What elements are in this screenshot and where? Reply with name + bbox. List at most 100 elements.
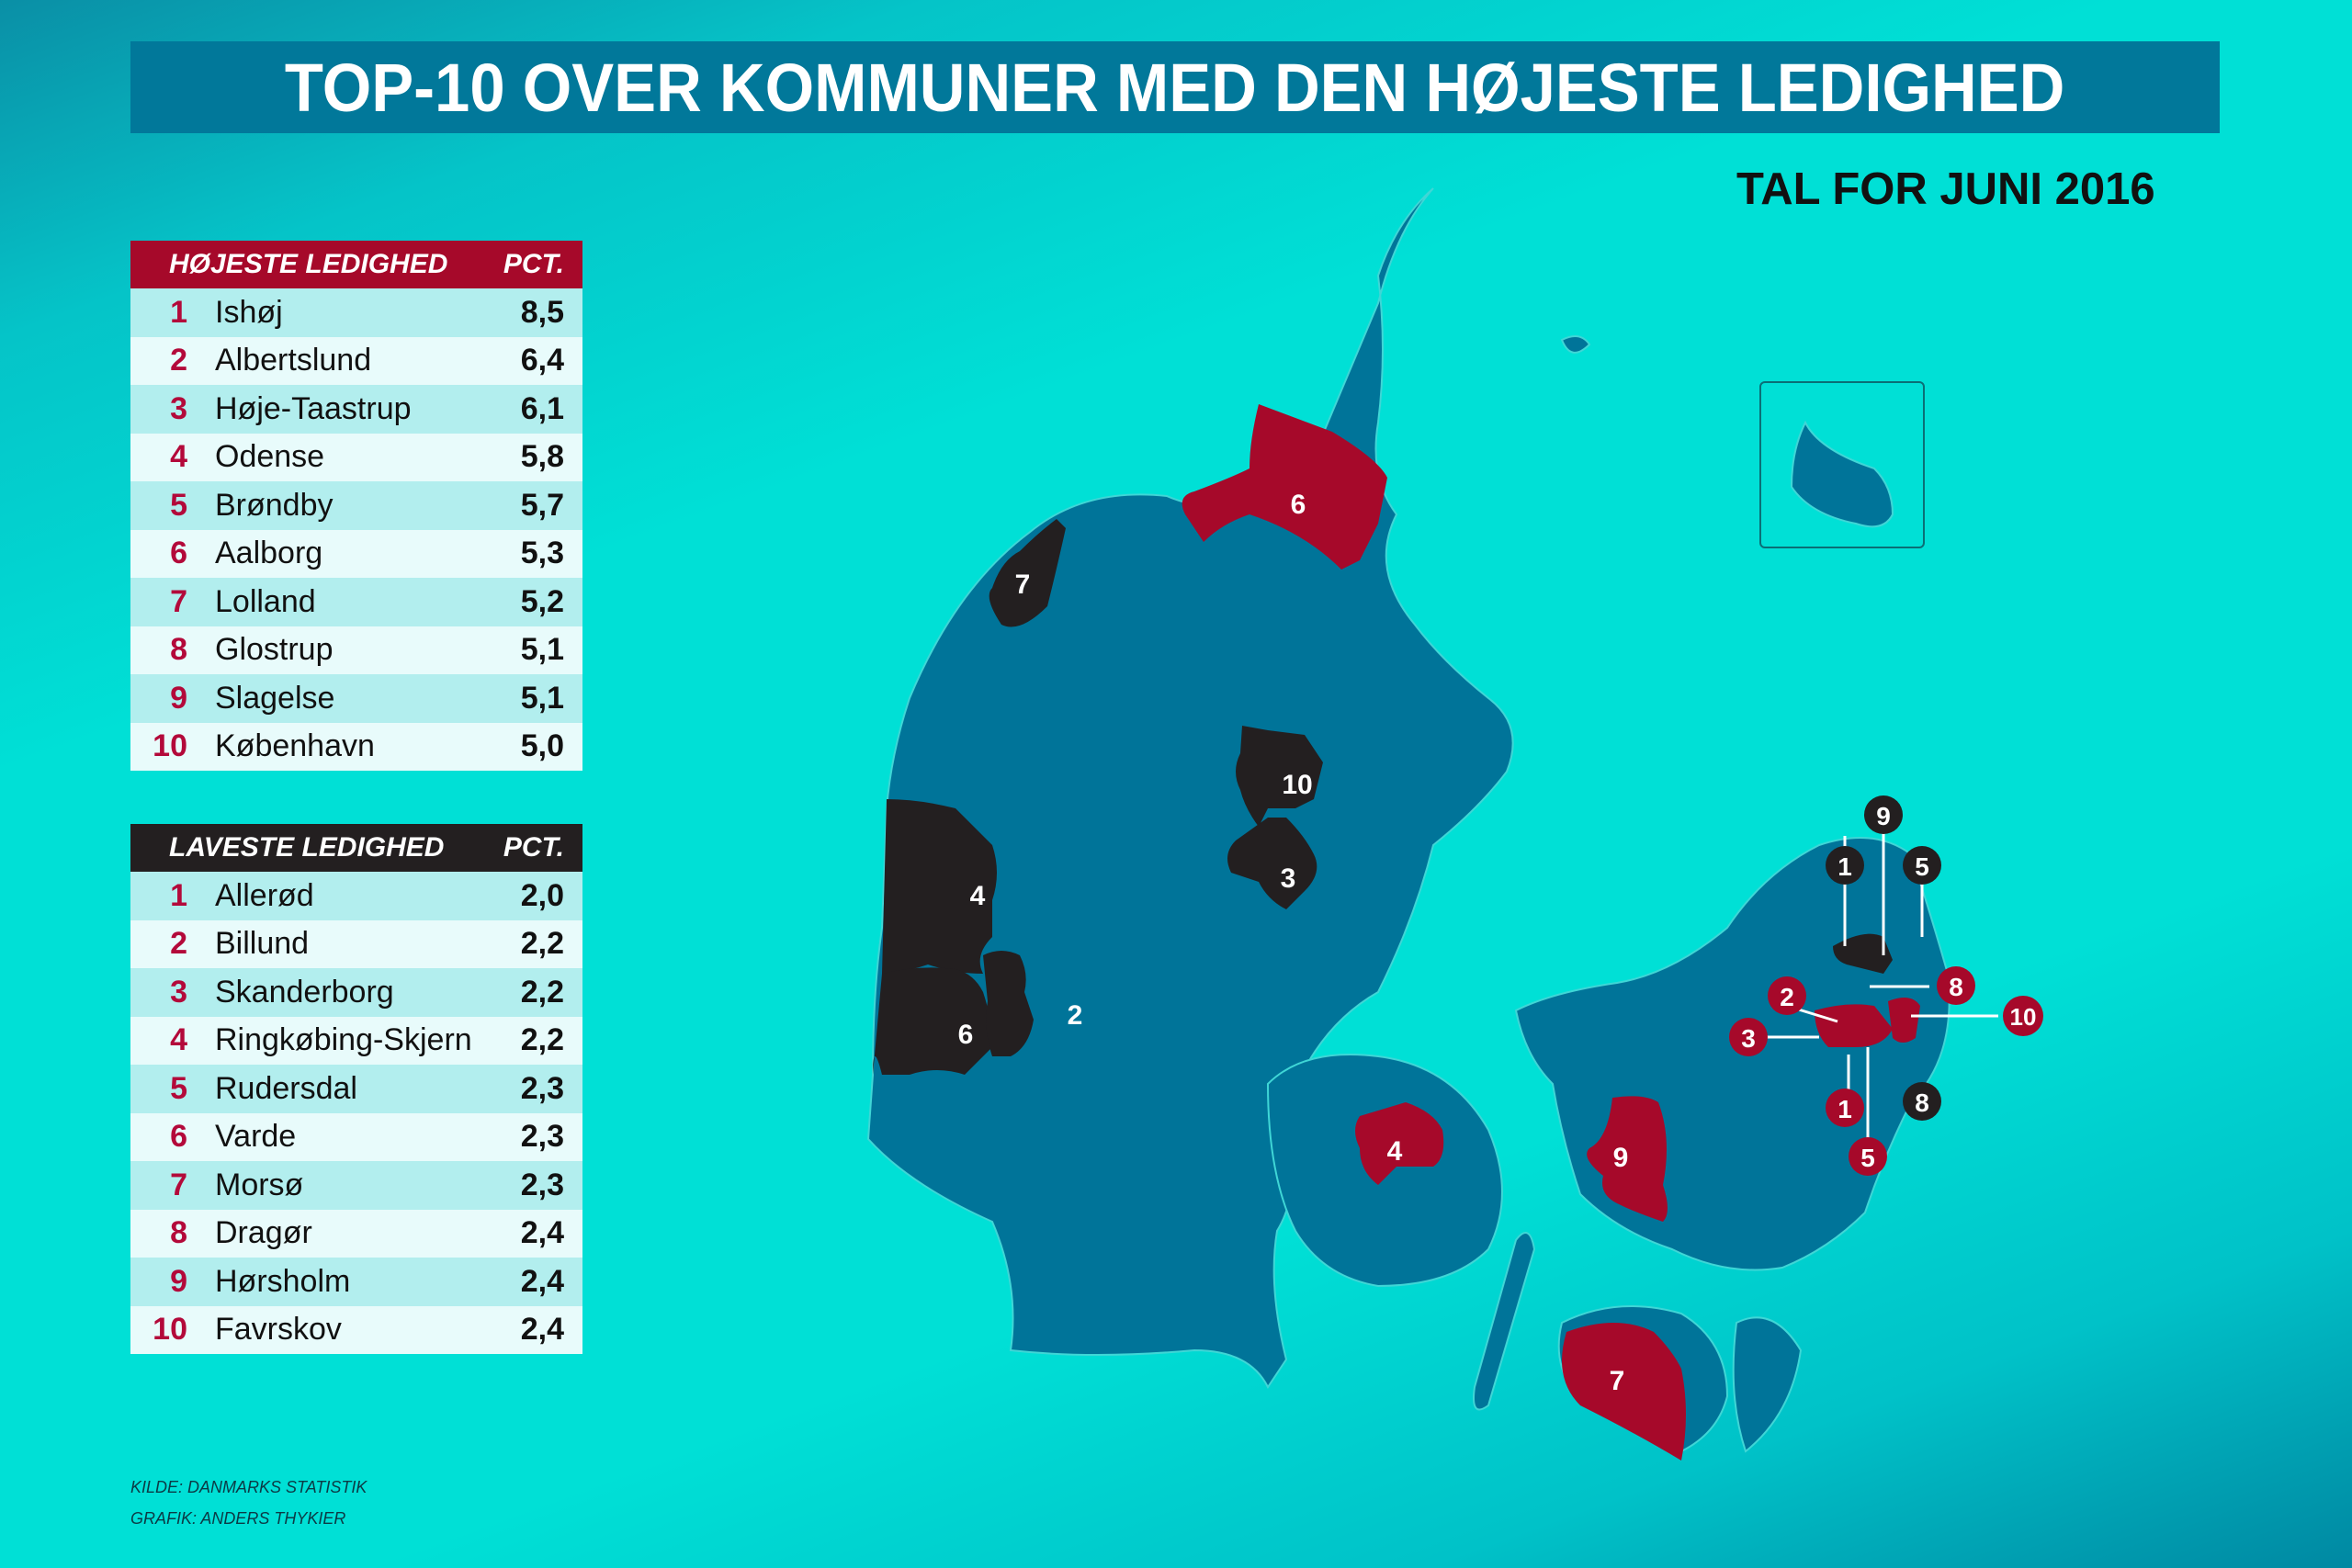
table-row: 10 Favrskov 2,4 bbox=[130, 1305, 582, 1354]
rank: 1 bbox=[170, 294, 187, 330]
municipality: Billund bbox=[215, 926, 310, 962]
callout-high-5: 5 bbox=[1849, 1137, 1887, 1176]
pct-value: 5,7 bbox=[520, 487, 564, 523]
pct-value: 2,4 bbox=[520, 1215, 564, 1251]
callout-low-1: 1 bbox=[1826, 846, 1864, 885]
rank: 2 bbox=[170, 926, 187, 962]
svg-text:5: 5 bbox=[1915, 852, 1929, 881]
municipality: Odense bbox=[215, 439, 325, 475]
header-label: LAVESTE LEDIGHED bbox=[169, 832, 445, 863]
callout-high-1: 1 bbox=[1826, 1089, 1864, 1127]
highest-unemployment-table: HØJESTE LEDIGHED PCT. 1 Ishøj 8,5 2 Alberts… bbox=[130, 241, 582, 771]
table-row: 5 Rudersdal 2,3 bbox=[130, 1065, 582, 1113]
municipality: Glostrup bbox=[215, 632, 334, 668]
rank: 6 bbox=[170, 1119, 187, 1155]
rank: 10 bbox=[153, 1312, 187, 1348]
callout-low-9: 9 bbox=[1864, 795, 1903, 834]
region-varde bbox=[873, 967, 992, 1075]
region-copenhagen-west bbox=[1815, 1004, 1893, 1047]
table-row: 5 Brøndby 5,7 bbox=[130, 481, 582, 530]
municipality: Ishøj bbox=[215, 294, 283, 330]
region-ringkobing bbox=[882, 799, 997, 974]
pct-value: 5,8 bbox=[520, 439, 564, 475]
falster-landmass bbox=[1732, 1316, 1803, 1453]
marker-low-2: 2 bbox=[1068, 1000, 1083, 1031]
page-title: TOP-10 OVER KOMMUNER MED DEN HØJESTE LED… bbox=[285, 49, 2065, 126]
marker-high-9: 9 bbox=[1613, 1143, 1629, 1173]
callout-high-3: 3 bbox=[1729, 1018, 1768, 1056]
region-slagelse bbox=[1587, 1096, 1668, 1222]
pct-value: 2,2 bbox=[520, 974, 564, 1010]
header-pct: PCT. bbox=[503, 832, 564, 863]
pct-value: 2,2 bbox=[520, 1022, 564, 1058]
region-aalborg bbox=[1182, 404, 1387, 570]
table-row: 6 Aalborg 5,3 bbox=[130, 529, 582, 578]
marker-low-7: 7 bbox=[1015, 570, 1031, 600]
callout-low-8: 8 bbox=[1903, 1082, 1941, 1121]
municipality: Høje-Taastrup bbox=[215, 390, 412, 426]
table-row: 9 Hørsholm 2,4 bbox=[130, 1258, 582, 1306]
table-row: 1 Ishøj 8,5 bbox=[130, 288, 582, 337]
marker-high-7: 7 bbox=[1610, 1366, 1625, 1396]
callout-high-2: 2 bbox=[1768, 976, 1806, 1015]
callout-high-10: 10 bbox=[2003, 996, 2043, 1036]
pct-value: 2,4 bbox=[520, 1263, 564, 1299]
header-pct: PCT. bbox=[503, 249, 564, 279]
table-header: LAVESTE LEDIGHED PCT. bbox=[130, 824, 582, 872]
title-bar: TOP-10 OVER KOMMUNER MED DEN HØJESTE LED… bbox=[130, 41, 2220, 133]
source-credit: KILDE: DANMARKS STATISTIK bbox=[130, 1478, 368, 1496]
callouts: 9 1 5 8 2 3 8 10 1 5 bbox=[1729, 795, 2043, 1176]
marker-low-6: 6 bbox=[958, 1020, 974, 1050]
rank: 4 bbox=[170, 1022, 187, 1058]
svg-text:1: 1 bbox=[1838, 1095, 1852, 1123]
table-row: 3 Skanderborg 2,2 bbox=[130, 968, 582, 1017]
graphic-credit: GRAFIK: ANDERS THYKIER bbox=[130, 1509, 346, 1528]
table-row: 3 Høje-Taastrup 6,1 bbox=[130, 385, 582, 434]
rank: 9 bbox=[170, 1263, 187, 1299]
svg-text:9: 9 bbox=[1876, 802, 1891, 830]
bornholm-island bbox=[1790, 420, 1894, 528]
marker-low-3: 3 bbox=[1281, 863, 1296, 894]
municipality: Lolland bbox=[215, 583, 316, 619]
table-header: HØJESTE LEDIGHED PCT. bbox=[130, 241, 582, 288]
rank: 1 bbox=[170, 877, 187, 913]
table-row: 4 Odense 5,8 bbox=[130, 433, 582, 481]
table-row: 6 Varde 2,3 bbox=[130, 1112, 582, 1161]
marker-low-10: 10 bbox=[1282, 770, 1312, 800]
pct-value: 2,0 bbox=[520, 877, 564, 913]
municipality: Ringkøbing-Skjern bbox=[215, 1022, 472, 1058]
table-row: 7 Morsø 2,3 bbox=[130, 1161, 582, 1210]
municipality: Aalborg bbox=[215, 536, 323, 571]
rank: 3 bbox=[170, 390, 187, 426]
municipality: Varde bbox=[215, 1119, 297, 1155]
municipality: Rudersdal bbox=[215, 1070, 357, 1106]
region-horsholm bbox=[1833, 933, 1893, 974]
pct-value: 6,1 bbox=[520, 390, 564, 426]
langeland-landmass bbox=[1473, 1232, 1536, 1411]
rank: 10 bbox=[153, 728, 187, 764]
period-label: TAL FOR JUNI 2016 bbox=[1736, 164, 2155, 214]
pct-value: 2,2 bbox=[520, 926, 564, 962]
region-morsoe bbox=[989, 519, 1066, 627]
callout-low-5: 5 bbox=[1903, 846, 1941, 885]
region-lolland bbox=[1562, 1323, 1686, 1461]
region-odense bbox=[1355, 1102, 1444, 1185]
table-row: 10 København 5,0 bbox=[130, 722, 582, 771]
rank: 8 bbox=[170, 1215, 187, 1251]
rank: 7 bbox=[170, 583, 187, 619]
municipality: Morsø bbox=[215, 1167, 304, 1202]
pct-value: 5,3 bbox=[520, 536, 564, 571]
rank: 3 bbox=[170, 974, 187, 1010]
svg-text:8: 8 bbox=[1949, 973, 1963, 1001]
header-label: HØJESTE LEDIGHED bbox=[169, 249, 448, 279]
pct-value: 5,0 bbox=[520, 728, 564, 764]
pct-value: 6,4 bbox=[520, 343, 564, 378]
pct-value: 2,4 bbox=[520, 1312, 564, 1348]
municipality: Skanderborg bbox=[215, 974, 394, 1010]
marker-low-4: 4 bbox=[970, 881, 986, 911]
municipality: Brøndby bbox=[215, 487, 334, 523]
rank: 8 bbox=[170, 632, 187, 668]
svg-text:8: 8 bbox=[1915, 1089, 1929, 1117]
table-row: 8 Dragør 2,4 bbox=[130, 1209, 582, 1258]
